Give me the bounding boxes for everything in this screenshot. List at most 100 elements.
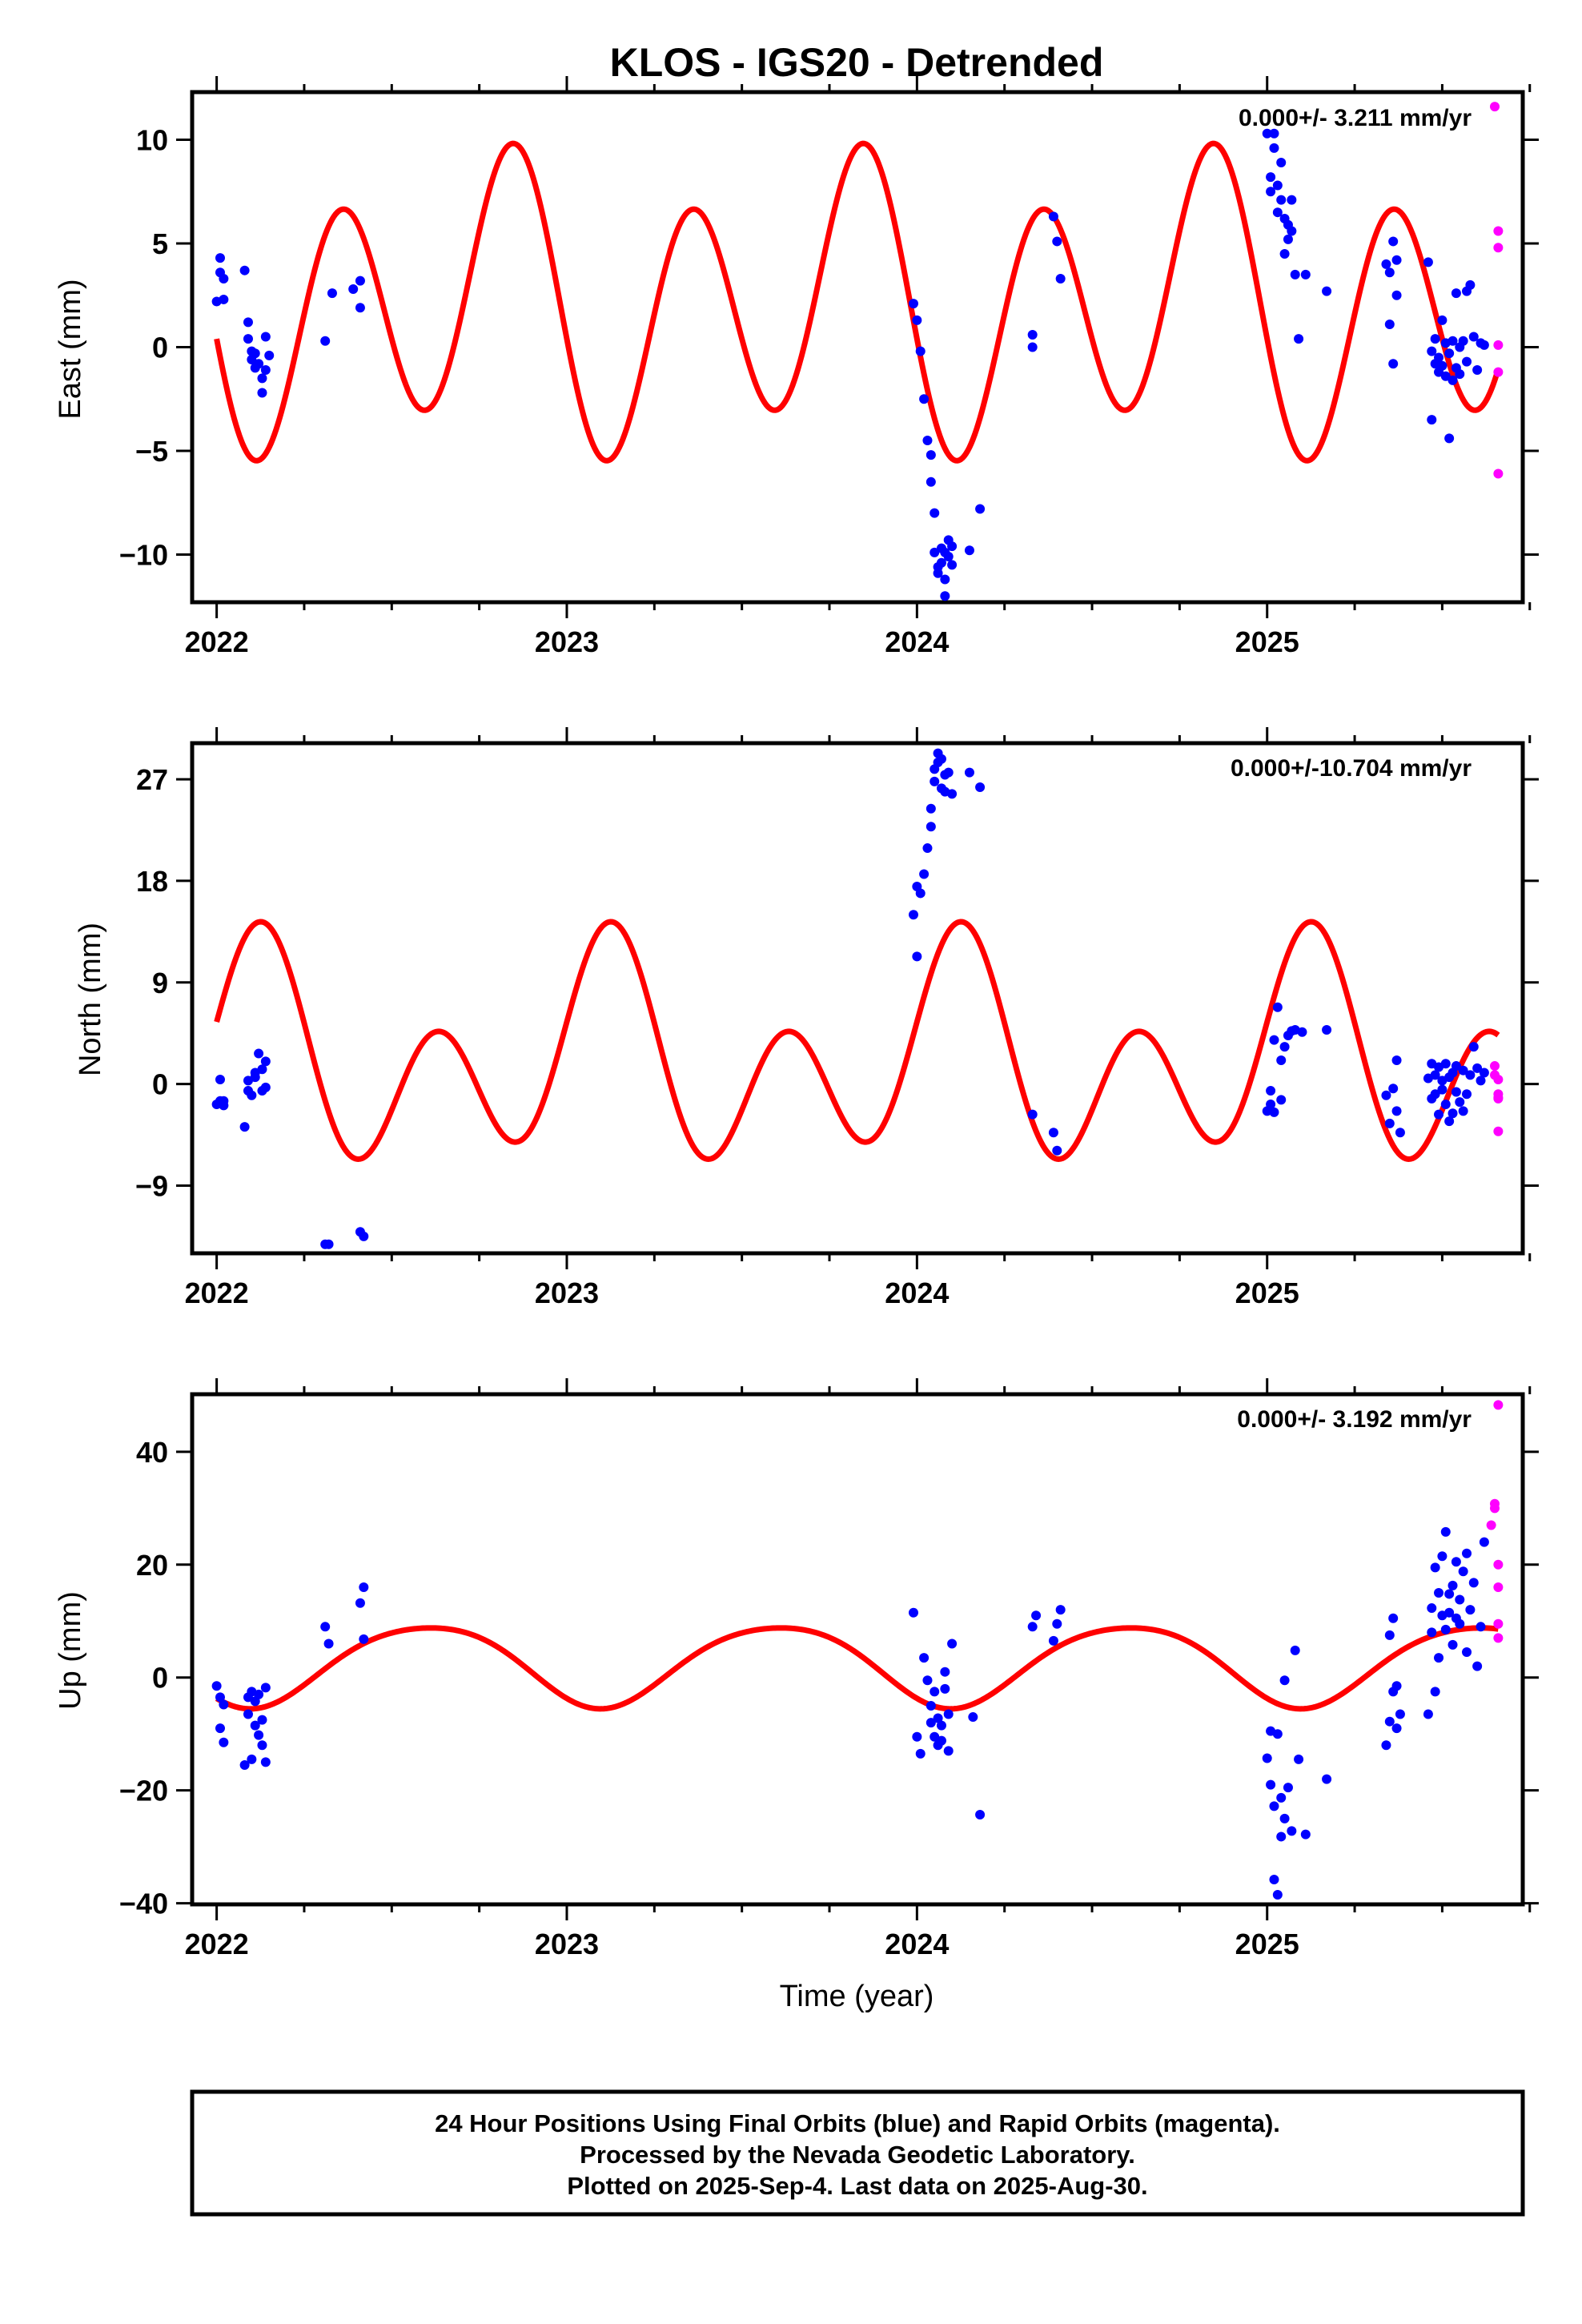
final-point-north	[1297, 1027, 1307, 1037]
final-point-up	[1262, 1753, 1272, 1763]
final-point-up	[1272, 1729, 1283, 1739]
final-point-east	[926, 450, 936, 460]
final-point-east	[1294, 334, 1304, 344]
final-point-north	[260, 1056, 271, 1067]
final-point-east	[260, 364, 271, 375]
final-point-up	[355, 1598, 365, 1608]
final-point-east	[1472, 364, 1483, 375]
y-tick-label-0: 0	[152, 332, 168, 364]
final-point-up	[1052, 1618, 1062, 1629]
final-point-north	[1434, 1109, 1444, 1120]
x-tick-label-2025: 2025	[1235, 1928, 1299, 1960]
final-point-east	[1279, 248, 1290, 259]
y-axis-label-north: North (mm)	[74, 923, 107, 1076]
y-axis-label-up: Up (mm)	[54, 1591, 87, 1710]
final-point-up	[919, 1653, 930, 1663]
final-point-up	[1391, 1681, 1402, 1691]
final-point-east	[975, 504, 986, 514]
final-point-north	[1430, 1089, 1440, 1100]
final-point-up	[320, 1622, 331, 1632]
x-tick-label-2022: 2022	[185, 625, 249, 658]
x-tick-label-2025: 2025	[1235, 1277, 1299, 1309]
final-point-north	[1048, 1128, 1058, 1138]
y-tick-label-0: 0	[152, 1662, 168, 1695]
final-point-east	[947, 541, 958, 552]
final-point-north	[1395, 1128, 1405, 1138]
final-point-up	[215, 1692, 225, 1703]
final-point-up	[323, 1638, 334, 1649]
final-point-north	[1440, 1059, 1451, 1069]
final-point-north	[1440, 1099, 1451, 1109]
final-point-east	[1055, 274, 1066, 284]
final-point-east	[1437, 360, 1447, 371]
final-point-up	[1388, 1613, 1399, 1623]
final-point-up	[1269, 1801, 1279, 1811]
final-point-east	[1391, 255, 1402, 265]
final-point-east	[1300, 269, 1311, 279]
rapid-point-east	[1493, 468, 1504, 479]
final-point-east	[355, 275, 365, 286]
final-point-north	[1384, 1118, 1395, 1128]
final-point-east	[1287, 226, 1297, 236]
rapid-point-east	[1493, 340, 1504, 350]
final-point-east	[1287, 195, 1297, 205]
rapid-point-east	[1493, 243, 1504, 253]
y-tick-label-18: 18	[136, 865, 168, 898]
final-point-up	[1283, 1783, 1293, 1793]
final-point-east	[264, 350, 275, 360]
final-point-up	[930, 1687, 940, 1697]
final-point-north	[1391, 1055, 1402, 1066]
final-point-up	[1451, 1557, 1461, 1567]
final-point-up	[1276, 1792, 1287, 1803]
final-point-east	[1455, 369, 1465, 380]
y-tick-label-10: 10	[136, 124, 168, 157]
rapid-point-north	[1493, 1126, 1504, 1136]
final-point-north	[915, 888, 926, 899]
final-point-north	[1272, 1002, 1283, 1012]
panel-east: 0.000+/- 3.211 mm/yr 2022 2023 2024 2025 −10…	[54, 76, 1539, 658]
final-point-north	[964, 767, 974, 778]
final-point-up	[926, 1718, 936, 1728]
final-point-north	[254, 1048, 264, 1059]
final-point-east	[219, 274, 229, 284]
final-point-up	[1322, 1774, 1332, 1784]
final-point-north	[247, 1090, 257, 1100]
final-point-up	[1447, 1580, 1458, 1590]
y-tick-label-−5: −5	[135, 435, 168, 468]
final-point-east	[1427, 415, 1437, 425]
final-point-up	[968, 1712, 978, 1723]
final-point-north	[1266, 1086, 1276, 1096]
chart-title: KLOS - IGS20 - Detrended	[610, 40, 1104, 85]
final-point-east	[926, 476, 936, 487]
final-point-east	[239, 265, 250, 275]
model-curve-up	[215, 1625, 1500, 1712]
final-point-up	[915, 1748, 926, 1759]
final-point-up	[1430, 1687, 1440, 1697]
final-point-up	[1031, 1610, 1042, 1621]
rapid-point-up	[1486, 1520, 1496, 1530]
final-point-up	[936, 1735, 946, 1746]
final-point-east	[327, 288, 337, 299]
y-tick-label-−9: −9	[135, 1169, 168, 1202]
final-point-north	[1462, 1089, 1472, 1100]
final-point-east	[940, 591, 950, 601]
final-point-north	[1269, 1107, 1279, 1117]
final-point-up	[1427, 1603, 1437, 1614]
final-point-north	[1269, 1035, 1279, 1045]
final-point-north	[1458, 1106, 1468, 1116]
final-point-east	[215, 253, 225, 263]
final-point-up	[1266, 1779, 1276, 1790]
final-point-north	[1430, 1070, 1440, 1080]
final-point-north	[1388, 1084, 1399, 1094]
final-point-up	[1048, 1635, 1058, 1646]
final-point-up	[1472, 1661, 1483, 1671]
final-point-east	[1468, 332, 1479, 342]
final-point-up	[1440, 1624, 1451, 1634]
final-point-north	[1437, 1084, 1447, 1095]
rapid-point-up	[1493, 1400, 1504, 1410]
final-point-up	[1440, 1526, 1451, 1537]
final-point-north	[1391, 1106, 1402, 1116]
x-tick-label-2024: 2024	[885, 1277, 949, 1309]
final-point-north	[922, 843, 933, 854]
rapid-point-east	[1490, 102, 1500, 112]
